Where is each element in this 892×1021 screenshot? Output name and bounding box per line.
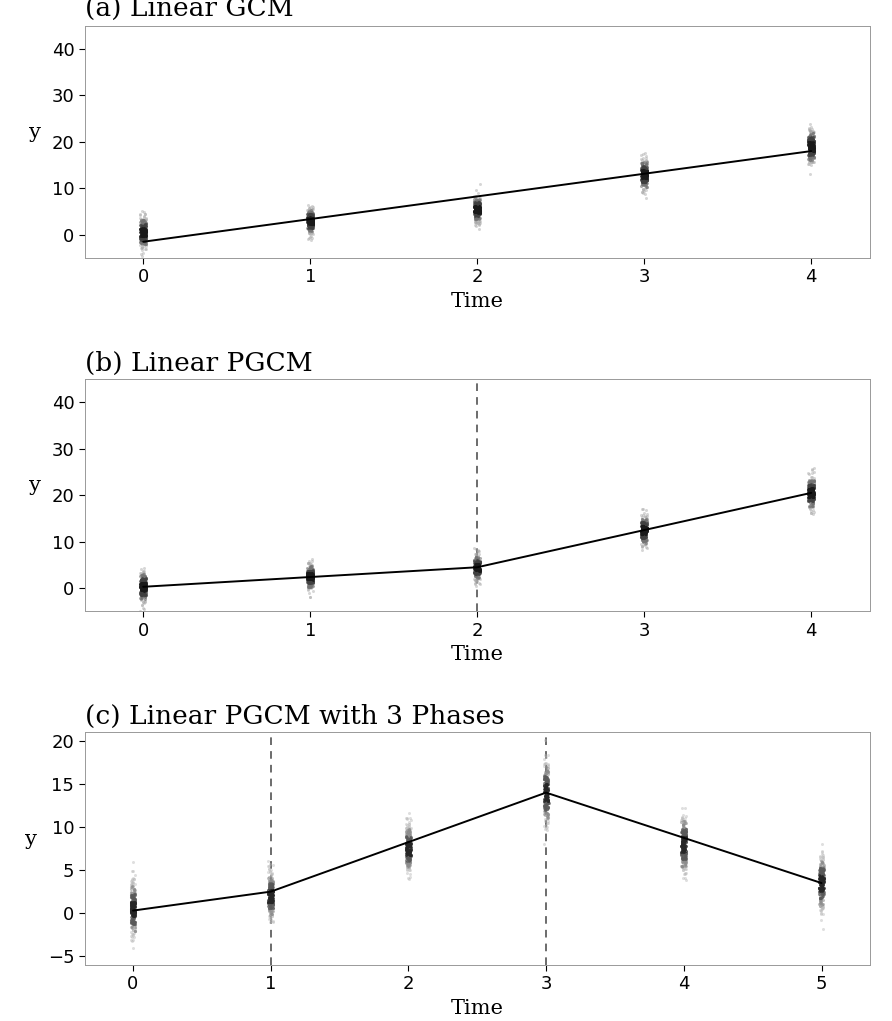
Text: (b) Linear PGCM: (b) Linear PGCM <box>85 350 312 376</box>
X-axis label: Time: Time <box>450 999 504 1018</box>
Text: (a) Linear GCM: (a) Linear GCM <box>85 0 293 22</box>
Y-axis label: y: y <box>29 476 41 495</box>
Y-axis label: y: y <box>29 123 41 142</box>
Text: (c) Linear PGCM with 3 Phases: (c) Linear PGCM with 3 Phases <box>85 704 504 729</box>
Y-axis label: y: y <box>25 830 37 848</box>
X-axis label: Time: Time <box>450 645 504 665</box>
X-axis label: Time: Time <box>450 292 504 311</box>
